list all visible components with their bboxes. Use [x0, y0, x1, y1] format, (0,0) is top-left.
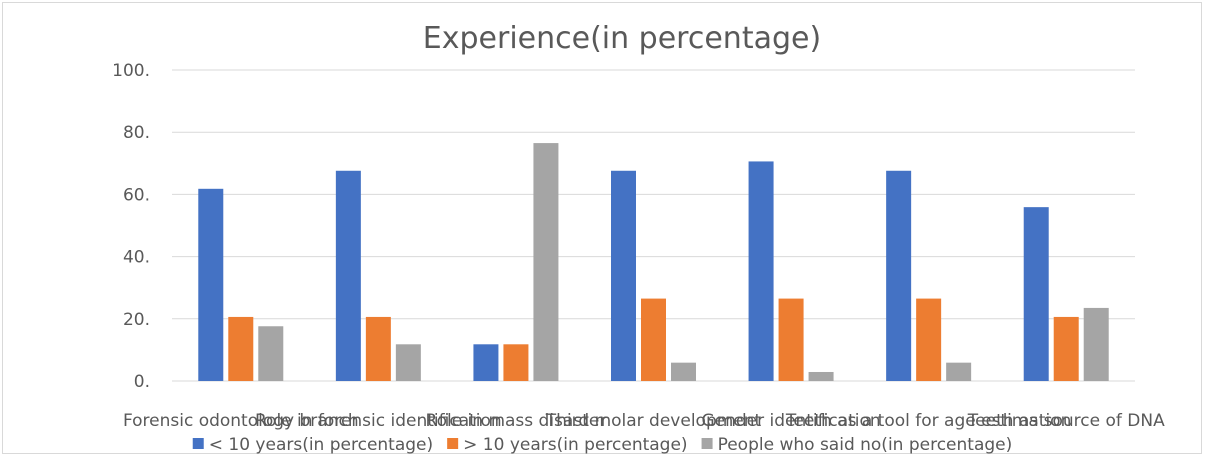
bar — [365, 316, 391, 381]
legend-label: > 10 years(in percentage) — [463, 435, 687, 455]
bar — [886, 170, 912, 381]
chart-title: Experience(in percentage) — [423, 21, 821, 56]
y-tick-label: 40. — [123, 248, 150, 268]
legend-item: People who said no(in percentage) — [701, 435, 1013, 455]
legend-swatch — [447, 438, 459, 449]
y-tick-label: 60. — [123, 185, 150, 205]
x-category-label: Teeth as a tool for age estimation — [785, 411, 1071, 431]
bar — [778, 298, 804, 381]
bar — [748, 161, 774, 381]
x-category-label: Forensic odontology branch — [123, 411, 359, 431]
bar — [611, 170, 636, 381]
bar — [641, 298, 666, 381]
x-category-label: Gender identification — [701, 411, 880, 431]
legend-swatch — [701, 438, 713, 449]
bar — [946, 362, 972, 381]
bar — [335, 170, 361, 381]
bar — [1023, 207, 1049, 381]
bar — [258, 326, 284, 381]
x-category-label: Third molar development — [545, 411, 762, 431]
bar — [473, 344, 499, 381]
gridlines — [172, 69, 1135, 382]
bar — [198, 188, 224, 381]
bar — [916, 298, 942, 381]
legend-label: < 10 years(in percentage) — [209, 435, 433, 455]
bar — [228, 316, 254, 381]
x-category-label: Role in mass disaster — [426, 411, 607, 431]
x-category-label: Teeth as source of DNA — [967, 411, 1165, 431]
bar — [1053, 316, 1079, 381]
legend-swatch — [192, 438, 204, 449]
legend-item: > 10 years(in percentage) — [447, 435, 688, 455]
y-tick-label: 20. — [123, 310, 150, 330]
y-tick-label: 0. — [134, 372, 150, 392]
legend-item: < 10 years(in percentage) — [192, 435, 433, 455]
legend-label: People who said no(in percentage) — [718, 435, 1013, 455]
bar — [808, 371, 834, 381]
y-tick-label: 100. — [112, 61, 150, 81]
bar — [503, 344, 529, 381]
bar — [1083, 307, 1109, 381]
bar — [671, 362, 696, 381]
y-tick-label: 80. — [123, 123, 150, 143]
bar — [533, 143, 559, 381]
y-axis-ticks: 0. 20. 40. 60. 80. 100. — [112, 61, 150, 392]
legend: < 10 years(in percentage) > 10 years(in p… — [192, 435, 1013, 455]
x-category-label: Role in forensic identification — [255, 411, 502, 431]
bars — [198, 143, 1109, 381]
bar — [395, 344, 421, 381]
